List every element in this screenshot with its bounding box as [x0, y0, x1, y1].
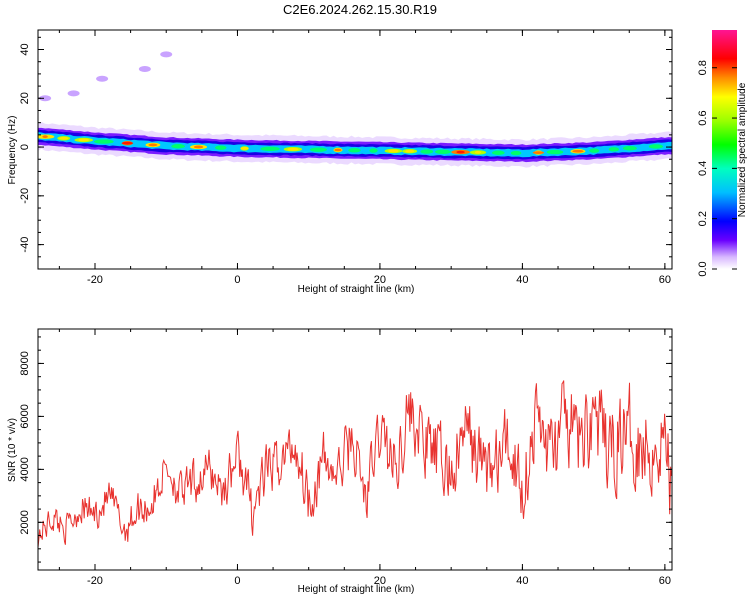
spectrogram-blob — [214, 145, 227, 150]
y-tick-label: 40 — [19, 43, 31, 55]
y-tick-label: 8000 — [19, 351, 31, 375]
spectrogram-blob — [491, 150, 505, 155]
spectrogram-blob — [608, 147, 620, 152]
snr-frame — [37, 328, 673, 571]
y-tick-label: 6000 — [19, 404, 31, 428]
spectrogram-blob — [405, 149, 415, 153]
x-tick-label: 40 — [516, 575, 528, 587]
y-tick-label: -40 — [19, 237, 31, 253]
spectrogram-blob — [348, 148, 361, 153]
spectrogram-blob — [121, 141, 134, 145]
spectrogram-band — [38, 131, 672, 158]
snr-xlabel: Height of straight line (km) — [298, 584, 415, 595]
spectrogram-blob — [369, 148, 378, 153]
spectrogram-blob — [309, 147, 327, 152]
spectrogram-blob — [240, 147, 249, 150]
spectrogram-speckle — [160, 51, 173, 58]
x-tick-label: 0 — [234, 575, 240, 587]
spectrogram-blob — [420, 149, 434, 154]
y-tick-label: 4000 — [19, 457, 31, 481]
spectrogram-speckle — [39, 95, 52, 102]
colorbar-gradient — [712, 30, 737, 269]
colorbar-tick-label: 0.6 — [697, 110, 709, 125]
spectrogram-blob — [456, 150, 465, 154]
x-tick-label: 40 — [516, 274, 528, 286]
chart-title: C2E6.2024.262.15.30.R19 — [283, 2, 437, 17]
snr-ticks: -20 0 20 40 60 2000 4000 6000 8000 — [19, 329, 672, 587]
spectrogram-ylabel: Frequency (Hz) — [7, 116, 18, 185]
spectrogram-speckle — [67, 90, 80, 97]
spectrogram-blob — [546, 149, 564, 155]
x-tick-label: 60 — [659, 274, 671, 286]
spectrogram-blob — [59, 136, 69, 140]
snr-panel: -20 0 20 40 60 2000 4000 6000 8000 Height of str… — [7, 328, 673, 595]
spectrogram-blob — [334, 148, 342, 152]
x-tick-label: 0 — [234, 274, 240, 286]
x-tick-label: 20 — [374, 274, 386, 286]
spectrogram-blob — [622, 146, 637, 151]
spectrogram-blob — [648, 144, 663, 149]
spectrogram-blob — [78, 138, 90, 142]
spectrogram-blob — [532, 151, 545, 155]
spectrogram-blob — [388, 149, 399, 153]
spectrogram-panel: -20 0 20 40 60 -40 -20 0 20 40 Height of straight… — [7, 29, 673, 295]
colorbar-ticks: 0.0 0.2 0.4 0.6 0.8 — [697, 60, 737, 277]
colorbar: 0.0 0.2 0.4 0.6 0.8 Normalized spectral ampl… — [697, 30, 748, 277]
x-tick-label: 20 — [374, 575, 386, 587]
spectrogram-blob — [148, 143, 158, 147]
snr-ylabel: SNR (10 * v/v) — [7, 418, 18, 482]
spectrogram-blob — [193, 145, 204, 149]
spectrogram-blob — [474, 150, 482, 154]
spectrogram-blob — [171, 144, 186, 149]
spectrogram-blob — [93, 139, 114, 144]
colorbar-label: Normalized spectral amplitude — [737, 82, 748, 217]
spectrogram-blob — [434, 149, 451, 154]
colorbar-tick-label: 0.0 — [697, 261, 709, 276]
spectrogram-frame — [37, 29, 673, 270]
spectrogram-blob — [510, 150, 522, 156]
x-tick-label: 60 — [659, 575, 671, 587]
colorbar-tick-label: 0.4 — [697, 161, 709, 176]
y-tick-label: 0 — [19, 144, 31, 150]
spectrogram-blob — [572, 149, 584, 153]
x-tick-label: -20 — [87, 274, 103, 286]
y-tick-label: -20 — [19, 188, 31, 204]
spectrogram-speckle — [138, 66, 151, 73]
x-tick-label: -20 — [87, 575, 103, 587]
spectrogram-speckle — [96, 75, 109, 82]
y-tick-label: 2000 — [19, 510, 31, 534]
spectrogram-blob — [42, 135, 48, 139]
spectrogram-blob — [589, 148, 600, 153]
spectrogram-blob — [260, 146, 280, 152]
spectrogram-ticks: -20 0 20 40 60 -40 -20 0 20 40 — [19, 30, 672, 286]
spectrogram-blob — [287, 147, 299, 151]
colorbar-tick-label: 0.2 — [697, 211, 709, 226]
spectrogram-heatmap — [38, 51, 672, 168]
spectrogram-xlabel: Height of straight line (km) — [298, 284, 415, 295]
colorbar-tick-label: 0.8 — [697, 60, 709, 75]
y-tick-label: 20 — [19, 92, 31, 104]
snr-series-line — [38, 380, 672, 548]
